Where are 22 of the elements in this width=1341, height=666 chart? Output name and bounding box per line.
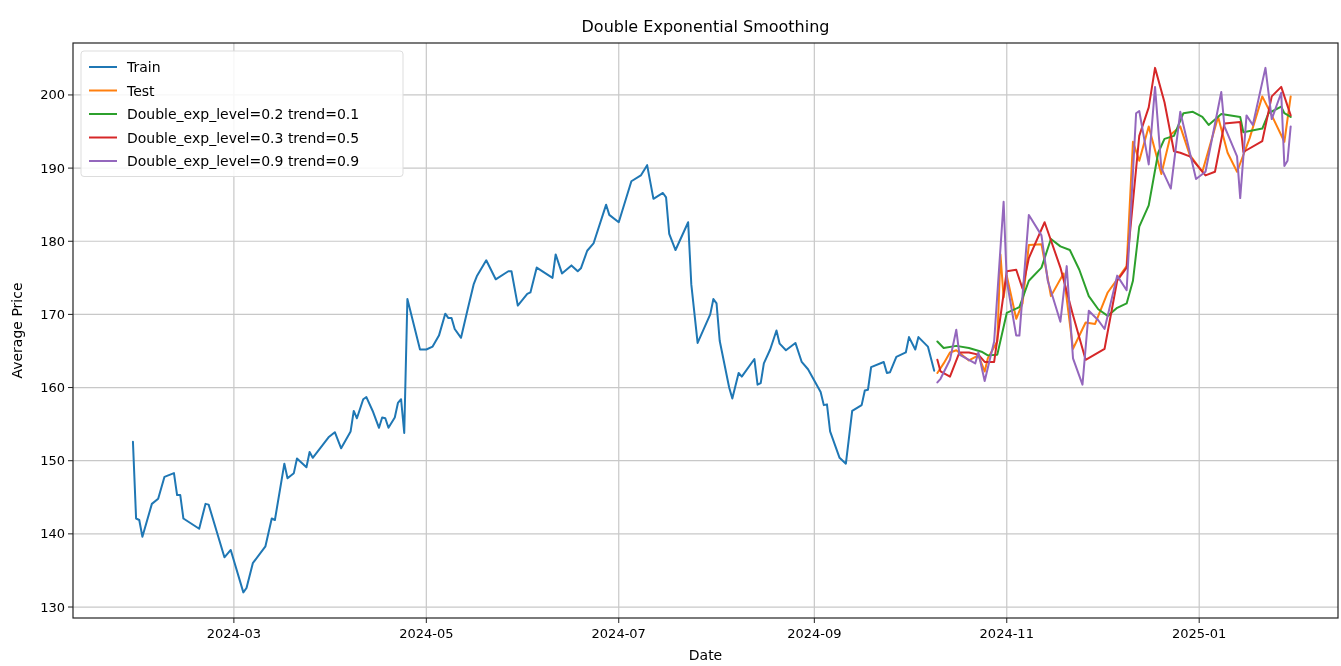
legend-label: Double_exp_level=0.2 trend=0.1 [127,106,360,122]
chart-title: Double Exponential Smoothing [581,17,830,36]
x-tick-label: 2024-09 [787,626,842,641]
x-tick-label: 2024-11 [979,626,1034,641]
x-tick-label: 2025-01 [1172,626,1227,641]
y-tick-label: 130 [40,599,65,615]
y-tick-label: 170 [40,306,65,322]
legend-label: Double_exp_level=0.3 trend=0.5 [127,129,360,146]
y-tick-label: 150 [40,453,65,469]
x-tick-label: 2024-03 [206,626,262,641]
y-tick-label: 200 [40,87,65,103]
legend-label: Double_exp_level=0.9 trend=0.9 [127,153,360,169]
y-tick-label: 140 [40,526,65,542]
x-tick-label: 2024-07 [591,626,646,641]
x-tick-label: 2024-05 [399,626,454,641]
legend-label: Test [126,82,156,99]
y-axis-title: Average Price [9,282,25,379]
x-axis-title: Date [688,647,723,663]
y-tick-label: 180 [40,233,65,249]
y-tick-label: 190 [40,160,65,176]
y-tick-label: 160 [40,380,65,396]
legend-label: Train [126,59,161,75]
